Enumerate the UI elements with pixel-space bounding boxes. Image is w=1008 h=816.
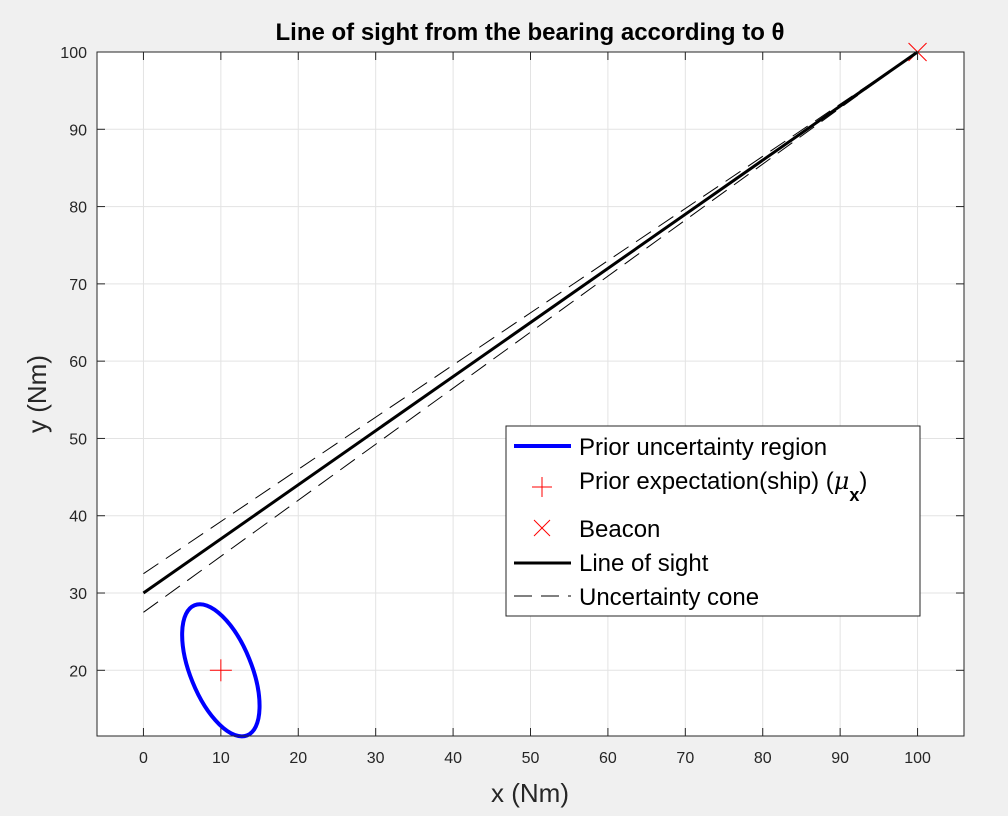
legend-label-uncertainty-region: Prior uncertainty region xyxy=(579,434,827,461)
x-tick-label: 70 xyxy=(676,750,694,767)
legend: Prior uncertainty region Prior expectati… xyxy=(505,425,921,617)
legend-label-line-of-sight: Line of sight xyxy=(579,550,709,577)
x-tick-label: 90 xyxy=(831,750,849,767)
line-of-sight xyxy=(142,50,919,595)
y-tick-label: 90 xyxy=(69,122,87,139)
x-tick-label: 100 xyxy=(904,750,931,767)
y-tick-label: 60 xyxy=(69,354,87,371)
legend-label-prior-expectation: Prior expectation(ship) (μx) xyxy=(579,467,867,505)
y-tick-label: 80 xyxy=(69,200,87,217)
y-tick-label: 70 xyxy=(69,277,87,294)
chart-title: Line of sight from the bearing according… xyxy=(276,19,785,46)
x-tick-label: 50 xyxy=(522,750,540,767)
legend-box xyxy=(505,425,921,617)
prior-expectation-marker xyxy=(209,659,232,682)
y-tick-label: 30 xyxy=(69,586,87,603)
x-tick-label: 40 xyxy=(444,750,462,767)
x-tick-label: 80 xyxy=(754,750,772,767)
uncertainty-cone-line xyxy=(143,51,918,613)
y-tick-label: 40 xyxy=(69,509,87,526)
legend-label-uncertainty-cone: Uncertainty cone xyxy=(579,584,759,611)
data-layer xyxy=(142,42,927,739)
y-tick-label: 20 xyxy=(69,663,87,680)
legend-swatch-plus-marker xyxy=(532,477,552,497)
uncertainty-cone-line xyxy=(143,51,918,575)
prior-uncertainty-ellipse xyxy=(180,602,262,739)
x-axis-label: x (Nm) xyxy=(491,778,569,808)
x-tick-label: 20 xyxy=(289,750,307,767)
x-tick-label: 0 xyxy=(139,750,148,767)
x-tick-label: 10 xyxy=(212,750,230,767)
x-tick-label: 60 xyxy=(599,750,617,767)
x-tick-label: 30 xyxy=(367,750,385,767)
y-tick-label: 100 xyxy=(60,45,87,62)
legend-swatch-x-marker xyxy=(533,519,551,537)
y-axis-label: y (Nm) xyxy=(22,355,52,433)
y-tick-label: 50 xyxy=(69,431,87,448)
axis-ticks: 0 10 20 30 40 50 60 70 80 90 100 20 30 40 50 60 70 80 90 10… xyxy=(60,45,964,767)
legend-label-beacon: Beacon xyxy=(579,516,660,543)
